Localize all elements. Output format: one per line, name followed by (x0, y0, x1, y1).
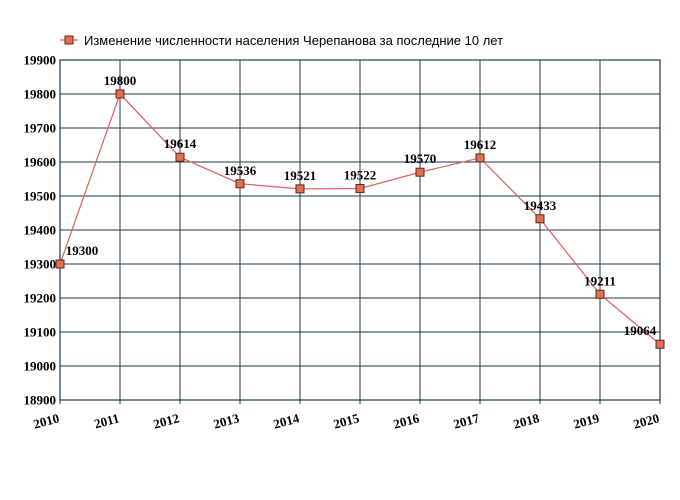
data-labels: 19300 19800 19614 19536 19521 19522 19570 19612… (66, 73, 657, 338)
data-label: 19536 (224, 163, 257, 178)
x-tick-label: 2014 (272, 410, 301, 431)
y-tick-label: 19800 (24, 87, 57, 102)
x-tick-label: 2019 (572, 410, 601, 431)
series-population (55, 89, 665, 349)
data-point-marker (535, 214, 545, 224)
y-tick-label: 19200 (24, 291, 57, 306)
data-point-marker (235, 179, 245, 189)
y-tick-label: 19300 (24, 257, 57, 272)
y-tick-label: 19600 (24, 155, 57, 170)
data-label: 19064 (624, 323, 657, 338)
data-point-marker (355, 184, 365, 194)
legend: Изменение численности населения Черепано… (60, 33, 503, 48)
x-tick-label: 2016 (392, 410, 421, 431)
x-tick-label: 2010 (32, 410, 61, 431)
data-label: 19300 (66, 243, 99, 258)
x-tick-label: 2020 (632, 410, 661, 431)
data-label: 19522 (344, 168, 377, 183)
y-tick-label: 19900 (24, 53, 57, 68)
y-tick-label: 19400 (24, 223, 57, 238)
data-label: 19433 (524, 198, 557, 213)
legend-label: Изменение численности населения Черепано… (84, 33, 503, 48)
data-point-marker (415, 167, 425, 177)
x-tick-label: 2013 (212, 410, 241, 431)
grid (59, 59, 661, 401)
y-tick-label: 19700 (24, 121, 57, 136)
data-point-marker (475, 153, 485, 163)
x-tick-label: 2011 (92, 410, 120, 431)
data-label: 19800 (104, 73, 137, 88)
x-tick-label: 2012 (152, 410, 181, 431)
x-tick-label: 2018 (512, 410, 541, 431)
axes (59, 59, 661, 404)
y-tick-label: 18900 (24, 393, 57, 408)
data-label: 19614 (164, 136, 197, 151)
data-point-marker (595, 289, 605, 299)
y-axis-ticks: 18900 19000 19100 19200 19300 19400 19500 19600… (24, 53, 57, 408)
data-point-marker (295, 184, 305, 194)
data-point-marker (55, 259, 65, 269)
data-label: 19521 (284, 168, 317, 183)
plot-frame (59, 59, 661, 401)
y-tick-label: 19000 (24, 359, 57, 374)
y-tick-label: 19500 (24, 189, 57, 204)
data-point-marker (655, 339, 665, 349)
legend-marker-swatch (64, 35, 74, 45)
data-label: 19211 (584, 273, 616, 288)
data-point-marker (115, 89, 125, 99)
y-tick-label: 19100 (24, 325, 57, 340)
data-label: 19570 (404, 151, 437, 166)
data-point-marker (175, 152, 185, 162)
x-tick-label: 2015 (332, 410, 361, 431)
x-tick-label: 2017 (452, 410, 481, 431)
x-axis-ticks: 2010 2011 2012 2013 2014 2015 2016 2017 2018 2019… (32, 410, 661, 431)
data-label: 19612 (464, 137, 497, 152)
